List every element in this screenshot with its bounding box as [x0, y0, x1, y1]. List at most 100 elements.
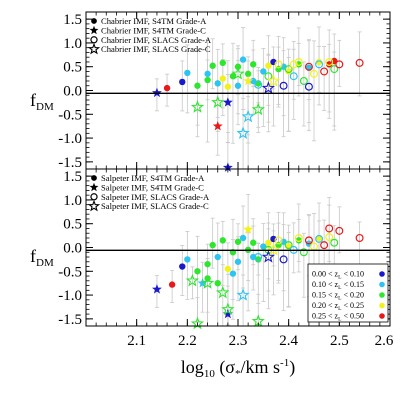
data-point: [219, 237, 226, 244]
data-point: [250, 239, 257, 246]
data-point: [299, 248, 308, 257]
redshift-key-label: 0.00 < zL < 0.10: [312, 270, 364, 281]
data-point: [325, 57, 334, 66]
top-x-ticks: [95, 12, 381, 169]
redshift-key-swatch: [379, 292, 385, 298]
data-point: [209, 241, 216, 249]
redshift-key-swatch: [379, 271, 385, 277]
data-point: [222, 308, 233, 319]
data-point: [320, 67, 329, 76]
data-point: [304, 82, 313, 91]
data-point: [260, 68, 267, 75]
data-point: [279, 81, 288, 90]
bottom-y-ticks: -1.5 -1.0 -0.5 0.0 0.5 1.0 1.5: [58, 169, 390, 328]
x-tick-label: 2.1: [127, 333, 146, 349]
data-point: [243, 75, 254, 86]
data-point: [244, 70, 252, 78]
y-tick-label: 0.5: [63, 217, 82, 233]
data-point: [284, 241, 293, 250]
data-point: [243, 224, 254, 234]
data-point: [266, 242, 281, 256]
data-point: [209, 62, 216, 69]
redshift-key-label: 0.25 < zL < 0.50: [312, 312, 364, 323]
bottom-legend: Salpeter IMF, S4TM Grade-A Salpeter IMF, …: [87, 173, 210, 212]
data-point: [255, 256, 262, 263]
y-tick-label: 1.5: [63, 169, 82, 185]
data-point: [200, 276, 215, 289]
data-point: [279, 255, 288, 264]
y-tick-label: 0.5: [63, 60, 82, 76]
redshift-key-swatch: [379, 313, 385, 319]
data-point: [184, 69, 191, 77]
data-point: [184, 256, 191, 263]
data-point: [151, 87, 162, 98]
data-point: [229, 270, 237, 277]
top-y-ticks: -1.5 -1.0 -0.5 0.0 0.5 1.0 1.5: [58, 12, 390, 171]
data-point: [224, 83, 232, 90]
data-point: [304, 236, 313, 245]
data-point: [190, 100, 205, 113]
data-point: [151, 284, 162, 294]
data-point: [325, 233, 334, 242]
y-tick-label: -1.0: [58, 288, 82, 304]
legend-label: Salpeter IMF, SLACS Grade-A: [101, 192, 210, 202]
redshift-key-label: 0.15 < zL < 0.20: [312, 291, 364, 302]
data-point: [299, 76, 308, 85]
y-tick-label: -1.5: [58, 155, 82, 171]
data-point: [214, 80, 221, 87]
data-point: [221, 302, 235, 315]
data-point: [285, 68, 292, 75]
data-point: [265, 239, 272, 246]
data-point: [194, 268, 201, 275]
y-tick-label: -1.0: [58, 131, 82, 147]
legend-marker: [87, 199, 101, 212]
data-point: [219, 75, 226, 82]
y-tick-label: 1.5: [63, 12, 82, 28]
data-point: [261, 250, 276, 263]
data-point: [234, 258, 242, 265]
data-point: [185, 273, 200, 287]
legend-label: Salpeter IMF, S4TM Grade-A: [101, 173, 205, 183]
redshift-key-label: 0.10 < zL < 0.15: [312, 280, 364, 291]
y-tick-label: -0.5: [58, 264, 82, 280]
y-tick-label: 0.0: [63, 84, 82, 100]
data-point: [355, 233, 364, 242]
data-point: [236, 288, 250, 301]
data-point: [289, 60, 298, 69]
top-data-points: [151, 56, 364, 172]
legend-marker: [91, 18, 97, 24]
top-panel: -1.5 -1.0 -0.5 0.0 0.5 1.0 1.5 Chabrier IMF, S…: [30, 11, 391, 172]
data-point: [326, 61, 333, 68]
data-point: [241, 109, 255, 123]
top-y-axis-label: fDM: [30, 90, 54, 113]
data-point: [266, 74, 281, 87]
legend-marker: [89, 25, 99, 35]
redshift-key-swatch: [379, 302, 385, 309]
data-point: [254, 80, 263, 89]
bottom-x-ticks: 2.1 2.2 2.3 2.4 2.5 2.6: [95, 169, 394, 349]
redshift-key-swatch: [379, 281, 385, 288]
y-tick-label: 0.0: [63, 241, 82, 257]
x-tick-label: 2.4: [279, 333, 298, 349]
data-point: [216, 285, 230, 299]
data-point: [310, 69, 319, 78]
legend-label: Chabrier IMF, S4TM Grade-A: [101, 16, 207, 26]
data-point: [254, 253, 263, 262]
x-tick-label: 2.3: [229, 333, 248, 349]
data-point: [197, 277, 208, 288]
data-point: [274, 236, 283, 245]
data-point: [251, 102, 265, 116]
data-point: [212, 120, 223, 131]
data-point: [236, 126, 250, 139]
data-point: [204, 76, 211, 84]
data-point: [219, 59, 226, 67]
data-point: [204, 260, 211, 268]
data-point: [250, 61, 257, 68]
legend-label: Chabrier IMF, S4TM Grade-C: [101, 25, 206, 35]
data-point: [265, 62, 272, 69]
data-point: [211, 95, 225, 109]
data-point: [239, 56, 247, 63]
data-point: [320, 241, 329, 250]
